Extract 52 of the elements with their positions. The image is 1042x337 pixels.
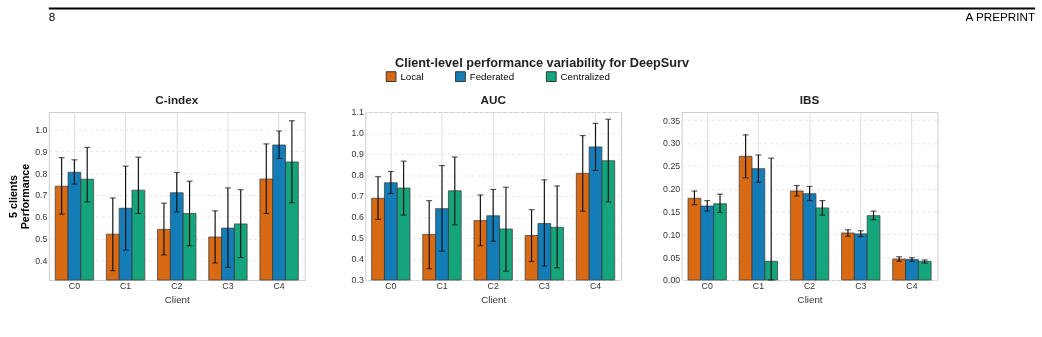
text: Client-level performance variability for DeepSurv — [394, 56, 690, 71]
x-tick-label: C2 — [803, 281, 816, 292]
chart-title: IBS — [799, 93, 820, 107]
x-tick-label: C1 — [752, 281, 765, 292]
legend-label: Centralized — [560, 70, 610, 82]
x-tick-label: C4 — [273, 281, 285, 292]
y-tick-label: 0.8 — [351, 170, 364, 181]
y-tick-label: 0.00 — [663, 275, 681, 286]
x-tick-label: C4 — [906, 281, 918, 292]
y-tick-label: 0.35 — [663, 115, 681, 126]
x-tick-label: C2 — [487, 281, 499, 292]
x-tick-label: C3 — [222, 281, 234, 292]
y-tick-label: 0.4 — [351, 254, 364, 265]
x-tick-label: C0 — [385, 281, 397, 292]
x-tick-label: C3 — [538, 281, 551, 292]
legend-label: Local — [400, 70, 424, 82]
x-tick-label: C1 — [119, 281, 132, 292]
y-tick-label: 0.3 — [351, 275, 364, 286]
y-tick-label: 0.7 — [35, 190, 48, 201]
y-tick-label: 0.30 — [663, 138, 681, 149]
legend-label: Federated — [469, 70, 515, 82]
y-tick-label: 0.25 — [663, 161, 681, 172]
chart-title: AUC — [480, 93, 507, 107]
y-tick-label: 0.9 — [35, 146, 48, 157]
y-tick-label: 0.05 — [663, 252, 681, 263]
y-tick-label: 1.1 — [351, 107, 364, 118]
x-tick-label: C0 — [701, 281, 713, 292]
y-tick-label: 0.4 — [35, 255, 48, 266]
x-axis-title: Client — [797, 293, 823, 305]
y-tick-label: 0.15 — [663, 206, 681, 217]
y-tick-label: 0.6 — [35, 212, 48, 223]
x-tick-label: C0 — [68, 281, 81, 292]
y-tick-label: 0.9 — [351, 149, 364, 160]
x-tick-label: C3 — [855, 281, 867, 292]
y-tick-label: 0.5 — [35, 233, 48, 244]
y-tick-label: 0.5 — [351, 233, 364, 244]
y-tick-label: 1.0 — [35, 124, 48, 135]
y-tick-label: 1.0 — [351, 128, 364, 139]
text: A PREPRINT — [965, 10, 1036, 24]
y-tick-label: 0.8 — [35, 168, 48, 179]
x-tick-label: C1 — [436, 281, 448, 292]
y-tick-label: 0.20 — [663, 184, 681, 195]
x-axis-title: Client — [481, 293, 507, 305]
y-tick-label: 0.7 — [351, 191, 364, 202]
y-tick-label: 0.10 — [663, 229, 681, 240]
y-tick-label: 0.6 — [351, 212, 364, 223]
x-tick-label: C2 — [171, 281, 183, 292]
x-axis-title: Client — [164, 293, 190, 305]
x-tick-label: C4 — [589, 281, 602, 292]
chart-title: C-index — [155, 93, 199, 107]
y-axis-title: 5 clients Performance — [6, 163, 32, 230]
text: 8 — [48, 10, 56, 24]
